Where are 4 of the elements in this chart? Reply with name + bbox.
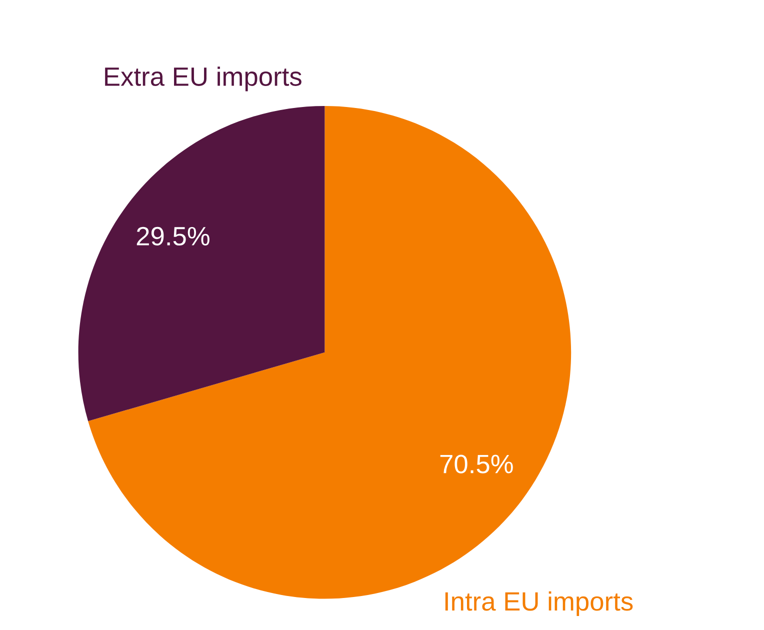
slice-label: Extra EU imports: [105, 66, 302, 92]
data-label: 29.5%: [136, 226, 210, 246]
data-label: 70.5%: [440, 454, 513, 474]
slice-label: Intra EU imports: [445, 591, 633, 616]
